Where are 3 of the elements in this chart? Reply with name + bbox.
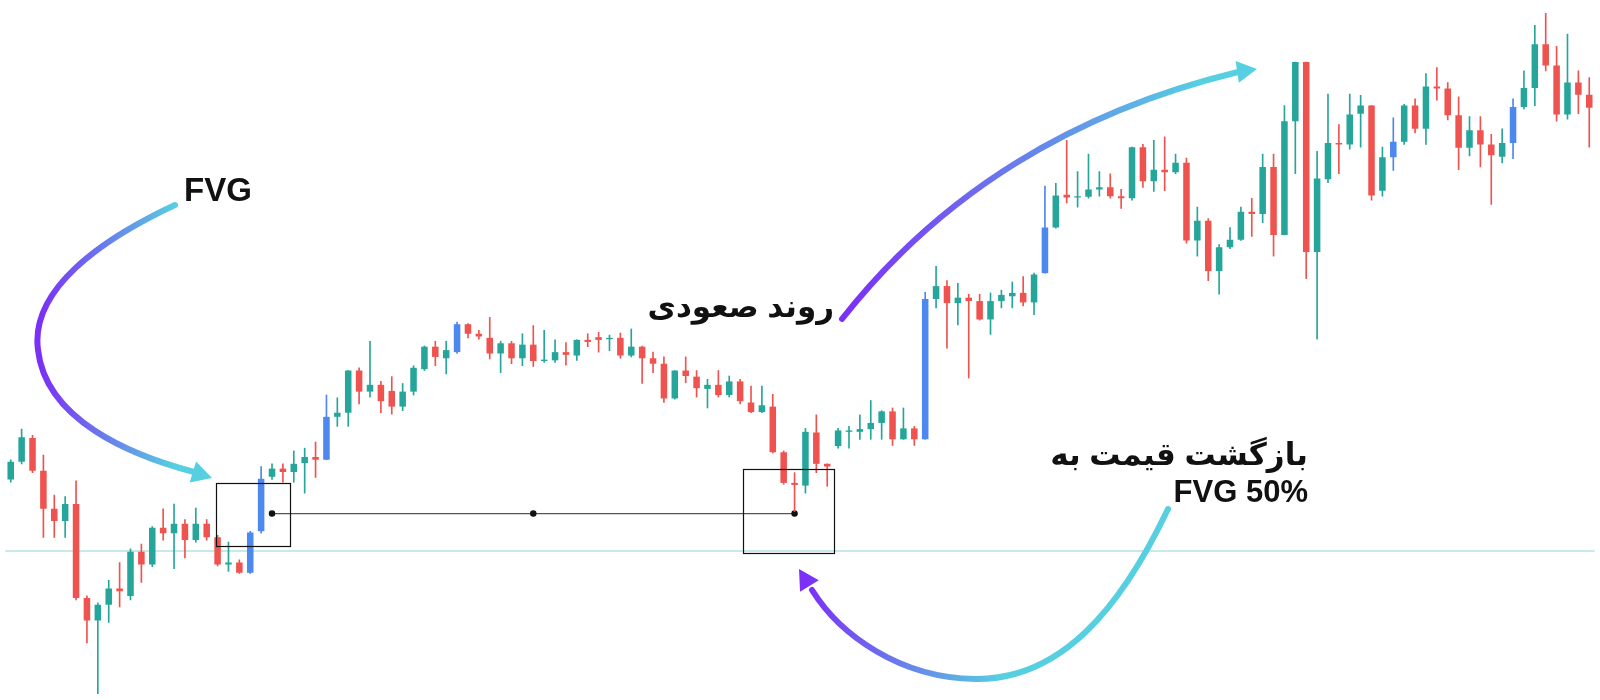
annotation: روند صعودی xyxy=(647,288,834,326)
annotation: FVG xyxy=(184,170,252,210)
annotation: بازگشت قیمت به FVG 50% xyxy=(1050,436,1308,511)
